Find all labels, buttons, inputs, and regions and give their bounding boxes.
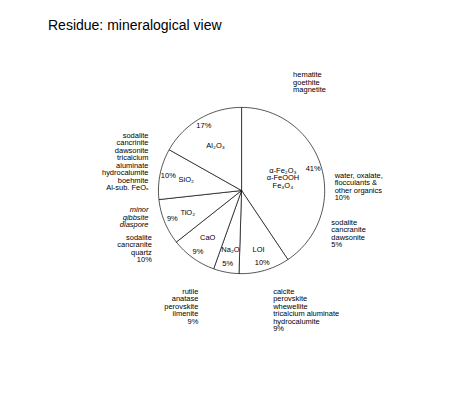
svg-text:Al₂O₃: Al₂O₃ (206, 141, 224, 150)
svg-text:17%: 17% (196, 121, 211, 130)
svg-text:CaO: CaO (200, 233, 216, 242)
svg-text:10%: 10% (161, 171, 176, 180)
svg-text:9%: 9% (193, 247, 204, 256)
svg-text:SiO₂: SiO₂ (179, 175, 194, 184)
svg-text:sodalitecancranitequartz10%: sodalitecancranitequartz10% (117, 233, 152, 264)
svg-text:TiO₂: TiO₂ (180, 208, 195, 217)
svg-text:Na₂O: Na₂O (221, 245, 239, 254)
svg-text:5%: 5% (222, 259, 233, 268)
svg-text:41%: 41% (306, 164, 321, 173)
svg-text:LOI: LOI (253, 245, 265, 254)
svg-text:10%: 10% (255, 258, 270, 267)
html-text:Residue: mineralogical view: Residue: mineralogical view (48, 17, 222, 33)
svg-text:9%: 9% (167, 214, 178, 223)
svg-text:hematitegoethitemagnetite: hematitegoethitemagnetite (293, 70, 326, 94)
svg-text:water, oxalate,flocculants &ot: water, oxalate,flocculants &other organi… (334, 171, 383, 202)
svg-text:sodalitecancrinitedawsonitetri: sodalitecancrinitedawsonitetricalcium al… (102, 131, 149, 192)
svg-text:rutileanataseperovskiteilmenit: rutileanataseperovskiteilmenite9% (164, 287, 198, 326)
svg-text:sodalitecancranitedawsonite5%: sodalitecancranitedawsonite5% (331, 218, 365, 249)
svg-text:α-Fe₂O₃α-FeOOHFe₃O₄: α-Fe₂O₃α-FeOOHFe₃O₄ (267, 166, 300, 190)
svg-text:calciteperovskitewhewellitetri: calciteperovskitewhewellitetricalcium al… (272, 287, 339, 333)
svg-text:minorgibbsitediaspore: minorgibbsitediaspore (120, 205, 149, 229)
